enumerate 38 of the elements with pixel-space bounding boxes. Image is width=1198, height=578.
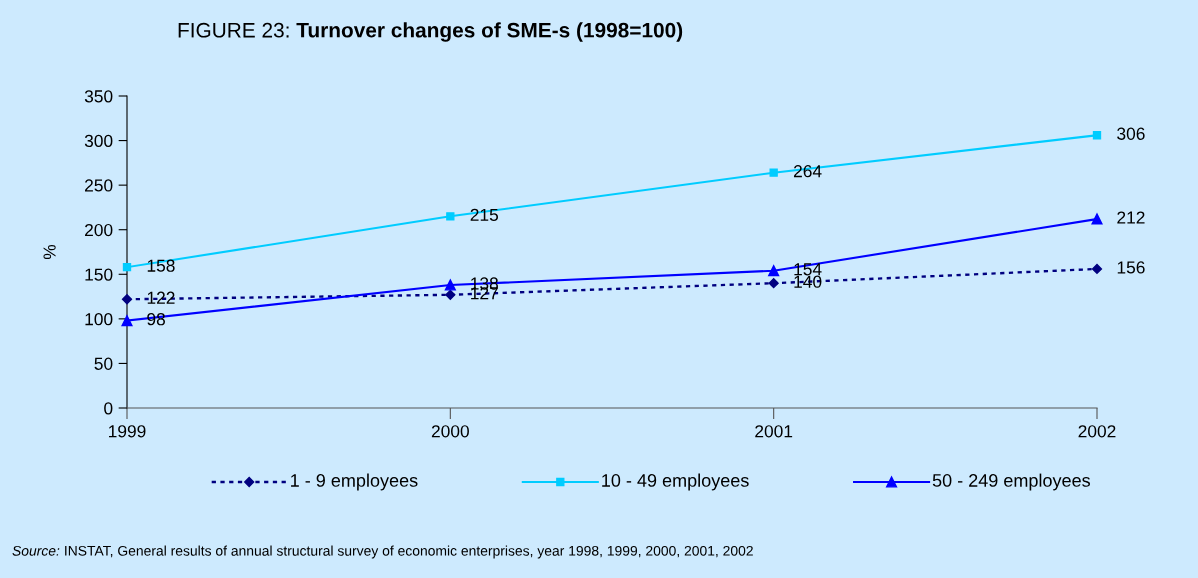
data-label: 154	[794, 263, 822, 276]
y-tick-label: 0	[104, 402, 113, 415]
data-label: 306	[1117, 127, 1145, 140]
x-tick-label: 2000	[431, 425, 469, 438]
y-tick-label: 200	[85, 223, 113, 237]
data-label: 158	[147, 259, 175, 272]
point	[122, 262, 132, 272]
x-tick-label: 2001	[755, 425, 793, 438]
y-tick-label: 100	[85, 313, 113, 326]
point	[1091, 213, 1103, 225]
legend-label: 1 - 9 employees	[291, 473, 418, 491]
data-label: 215	[470, 208, 499, 221]
y-tick-label: 150	[85, 268, 113, 281]
point	[769, 168, 778, 177]
point	[768, 278, 779, 289]
data-label: 140	[794, 275, 822, 288]
point	[121, 294, 133, 305]
x-tick-label: 2002	[1078, 425, 1116, 438]
y-tick-label: 250	[85, 179, 113, 192]
legend-label: 50 - 249 employees	[932, 473, 1090, 491]
data-label: 122	[147, 291, 175, 304]
y-tick-label: 350	[84, 90, 113, 103]
y-tick-label: 300	[84, 134, 113, 148]
point	[445, 289, 456, 300]
point	[1091, 263, 1103, 275]
chart-title: FIGURE 23: Turnover changes of SME-s (1998=100)	[178, 22, 683, 42]
x-tick-label: 1999	[109, 425, 146, 438]
point	[446, 212, 455, 221]
y-axis-title: %	[43, 244, 56, 260]
point	[444, 279, 456, 291]
point	[768, 265, 780, 277]
source-note: Source: INSTAT, General results of annual structural survey of economic enterprises, year 1998, 1999, 2000, 2001, 2002	[12, 545, 753, 559]
point	[1092, 131, 1102, 140]
data-label: 156	[1117, 261, 1145, 274]
data-label: 212	[1117, 211, 1145, 224]
y-tick-label: 50	[94, 357, 113, 370]
point	[121, 315, 133, 327]
legend-label: 10 - 49 employees	[602, 473, 749, 491]
